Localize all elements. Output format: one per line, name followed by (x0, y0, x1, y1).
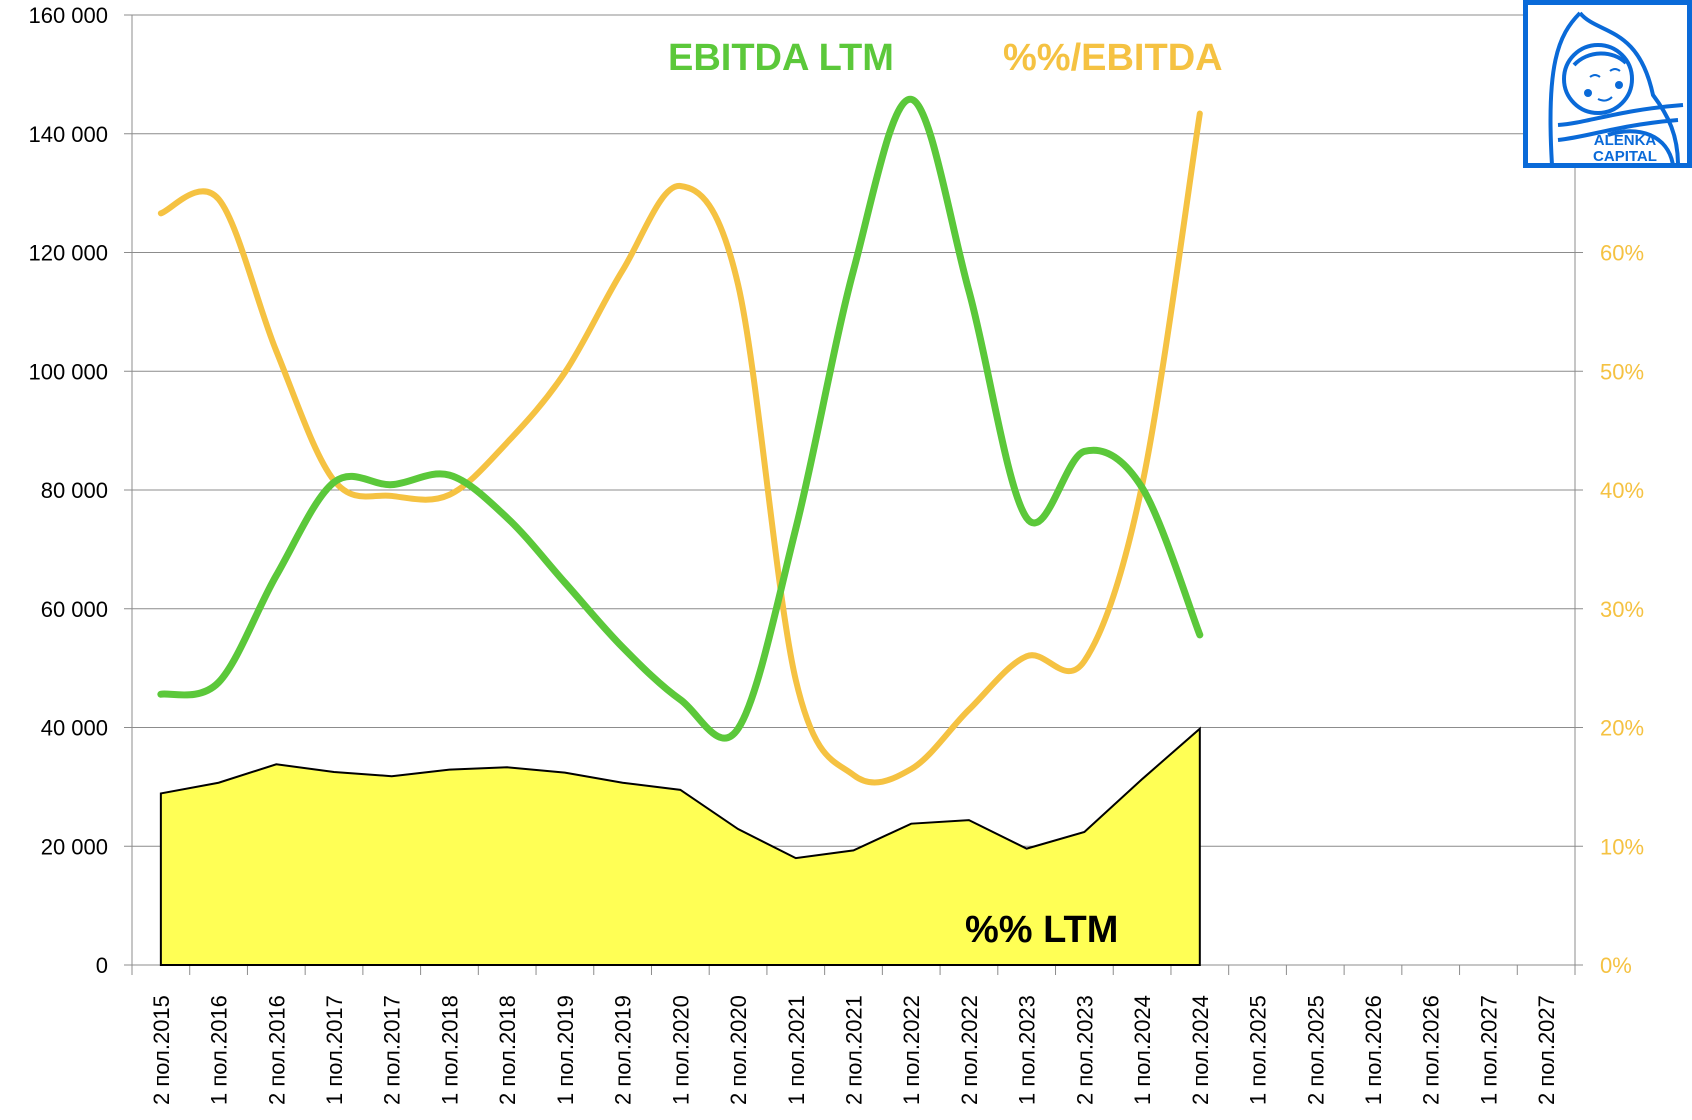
x-tick-label: 1 пол.2020 (668, 995, 693, 1105)
logo-text-line1: ALËNKA (1594, 132, 1657, 149)
x-tick-label: 2 пол.2018 (495, 995, 520, 1105)
y-left-tick-label: 80 000 (41, 478, 108, 503)
series-label-pct-ltm: %% LTM (965, 909, 1118, 951)
y-left-tick-label: 100 000 (28, 359, 108, 384)
x-tick-label: 1 пол.2016 (207, 995, 232, 1105)
y-left-tick-label: 60 000 (41, 597, 108, 622)
y-right-tick-label: 40% (1600, 478, 1644, 503)
y-left-tick-label: 40 000 (41, 716, 108, 741)
y-left-tick-label: 140 000 (28, 122, 108, 147)
y-left-tick-label: 20 000 (41, 834, 108, 859)
x-tick-label: 2 пол.2016 (264, 995, 289, 1105)
y-left-tick-label: 0 (96, 953, 108, 978)
y-right-tick-label: 0% (1600, 953, 1632, 978)
x-tick-label: 1 пол.2027 (1476, 995, 1501, 1105)
x-tick-label: 2 пол.2021 (842, 995, 867, 1105)
x-tick-label: 1 пол.2025 (1246, 995, 1271, 1105)
area-pct-ltm (159, 726, 1201, 966)
logo-text-line2: CAPITAL (1593, 148, 1657, 163)
y-right-tick-label: 60% (1600, 241, 1644, 266)
x-tick-label: 2 пол.2020 (726, 995, 751, 1105)
y-right-tick-label: 10% (1600, 834, 1644, 859)
x-tick-label: 1 пол.2017 (322, 995, 347, 1105)
line-pct-ebitda (157, 110, 1203, 786)
x-tick-label: 1 пол.2023 (1015, 995, 1040, 1105)
x-tick-label: 2 пол.2027 (1534, 995, 1559, 1105)
y-left-tick-label: 160 000 (28, 3, 108, 28)
x-tick-label: 1 пол.2024 (1130, 995, 1155, 1105)
line-ebitda-ltm (157, 95, 1204, 742)
y-right-tick-label: 20% (1600, 716, 1644, 741)
x-tick-label: 2 пол.2025 (1303, 995, 1328, 1105)
x-tick-label: 2 пол.2023 (1072, 995, 1097, 1105)
x-tick-label: 2 пол.2026 (1419, 995, 1444, 1105)
x-tick-label: 2 пол.2015 (149, 995, 174, 1105)
series-label-ebitda-ltm: EBITDA LTM (668, 37, 894, 79)
y-right-tick-label: 30% (1600, 597, 1644, 622)
y-left-tick-label: 120 000 (28, 241, 108, 266)
x-tick-label: 2 пол.2019 (611, 995, 636, 1105)
x-tick-label: 2 пол.2017 (380, 995, 405, 1105)
x-tick-label: 1 пол.2022 (899, 995, 924, 1105)
series-label-pct-ebitda: %%/EBITDA (1003, 37, 1223, 79)
x-tick-label: 1 пол.2019 (553, 995, 578, 1105)
matryoshka-icon: ALËNKA CAPITAL (1548, 11, 1684, 166)
x-tick-label: 2 пол.2022 (957, 995, 982, 1105)
alenka-capital-logo: ALËNKA CAPITAL (1523, 0, 1692, 168)
x-tick-label: 1 пол.2021 (784, 995, 809, 1105)
x-tick-label: 2 пол.2024 (1188, 995, 1213, 1105)
y-right-tick-label: 50% (1600, 359, 1644, 384)
x-tick-label: 1 пол.2018 (437, 995, 462, 1105)
x-tick-label: 1 пол.2026 (1361, 995, 1386, 1105)
